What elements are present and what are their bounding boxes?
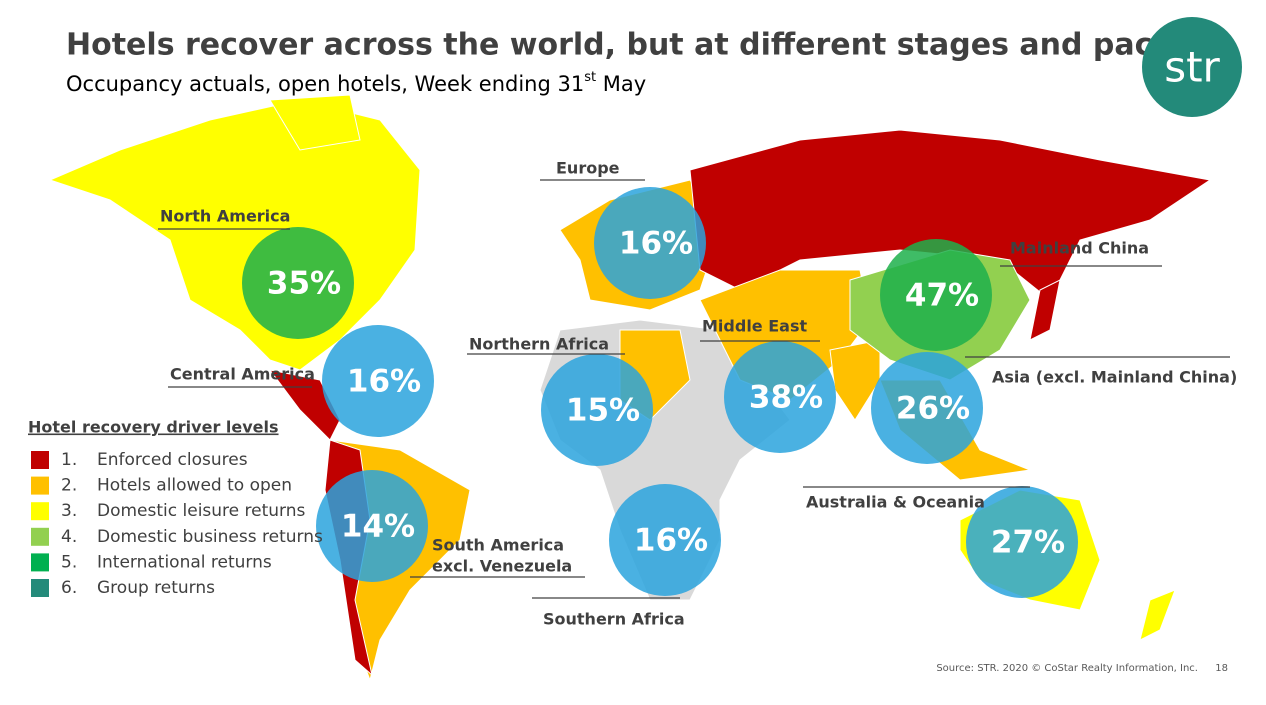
region-label: Middle East [702, 317, 807, 336]
region-label: Southern Africa [543, 610, 685, 629]
legend-number: 5. [61, 552, 77, 572]
legend-text: Group returns [97, 578, 215, 598]
occupancy-bubble [316, 470, 428, 582]
region-label: Mainland China [1010, 239, 1149, 258]
legend-text: Domestic leisure returns [97, 501, 306, 521]
occupancy-bubble [242, 227, 354, 339]
region-label: Europe [556, 159, 620, 178]
occupancy-value: 16% [347, 364, 421, 400]
logo-badge [1142, 17, 1242, 117]
legend-swatch [31, 476, 49, 495]
subtitle-superscript: st [584, 70, 596, 85]
region-label: Australia & Oceania [806, 493, 985, 512]
page-number: 18 [1215, 663, 1228, 674]
occupancy-bubble [966, 486, 1078, 598]
occupancy-value: 16% [634, 523, 708, 559]
logo: str [1164, 43, 1220, 92]
legend-swatch [31, 502, 49, 521]
title: Hotels recover across the world, but at … [66, 28, 1173, 63]
occupancy-bubble [609, 484, 721, 596]
region-label: South America [432, 536, 564, 555]
occupancy-bubble [594, 187, 706, 299]
source: Source: STR. 2020 © CoStar Realty Inform… [936, 663, 1198, 674]
subtitle-text: May [596, 72, 646, 96]
occupancy-value: 38% [749, 380, 823, 416]
legend-swatch [31, 527, 49, 546]
occupancy-bubble [322, 325, 434, 437]
occupancy-value: 26% [896, 391, 970, 427]
region-label: North America [160, 207, 290, 226]
annotations: 35% North America 16% Central America 14% Sou… [31, 159, 1237, 629]
region-label: Central America [170, 365, 315, 384]
region-label: excl. Venezuela [432, 557, 572, 576]
subtitle: Occupancy actuals, open hotels, Week end… [66, 70, 646, 97]
occupancy-bubble [724, 341, 836, 453]
region-label: Northern Africa [469, 335, 609, 354]
subtitle-text: Occupancy actuals, open hotels, Week end… [66, 72, 584, 96]
legend-number: 2. [61, 476, 77, 496]
legend-text: Hotels allowed to open [97, 476, 292, 496]
occupancy-value: 27% [991, 525, 1065, 561]
occupancy-value: 47% [905, 278, 979, 314]
occupancy-bubble [541, 354, 653, 466]
legend-number: 4. [61, 527, 77, 547]
legend-text: Domestic business returns [97, 527, 323, 547]
legend-number: 3. [61, 501, 77, 521]
legend-text: Enforced closures [97, 450, 248, 470]
legend-swatch [31, 451, 49, 469]
legend-text: International returns [97, 552, 272, 572]
occupancy-bubble [880, 239, 992, 351]
legend-title: Hotel recovery driver levels [28, 418, 279, 437]
occupancy-bubble [871, 352, 983, 464]
occupancy-value: 35% [267, 266, 341, 302]
legend-swatch [31, 553, 49, 572]
occupancy-value: 14% [341, 509, 415, 545]
legend-swatch [31, 579, 49, 597]
legend-number: 1. [61, 450, 77, 470]
occupancy-value: 15% [566, 393, 640, 429]
occupancy-value: 16% [619, 226, 693, 262]
region-label: Asia (excl. Mainland China) [992, 368, 1237, 387]
legend-number: 6. [61, 578, 77, 598]
